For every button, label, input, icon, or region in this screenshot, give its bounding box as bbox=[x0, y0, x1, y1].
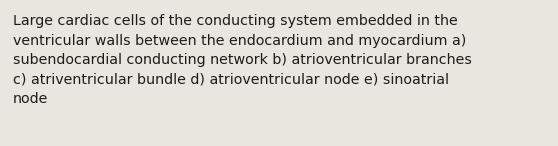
Text: Large cardiac cells of the conducting system embedded in the: Large cardiac cells of the conducting sy… bbox=[13, 14, 458, 28]
Text: subendocardial conducting network b) atrioventricular branches: subendocardial conducting network b) atr… bbox=[13, 53, 472, 67]
Text: ventricular walls between the endocardium and myocardium a): ventricular walls between the endocardiu… bbox=[13, 33, 466, 47]
Text: node: node bbox=[13, 92, 49, 106]
Text: c) atriventricular bundle d) atrioventricular node e) sinoatrial: c) atriventricular bundle d) atrioventri… bbox=[13, 73, 449, 86]
